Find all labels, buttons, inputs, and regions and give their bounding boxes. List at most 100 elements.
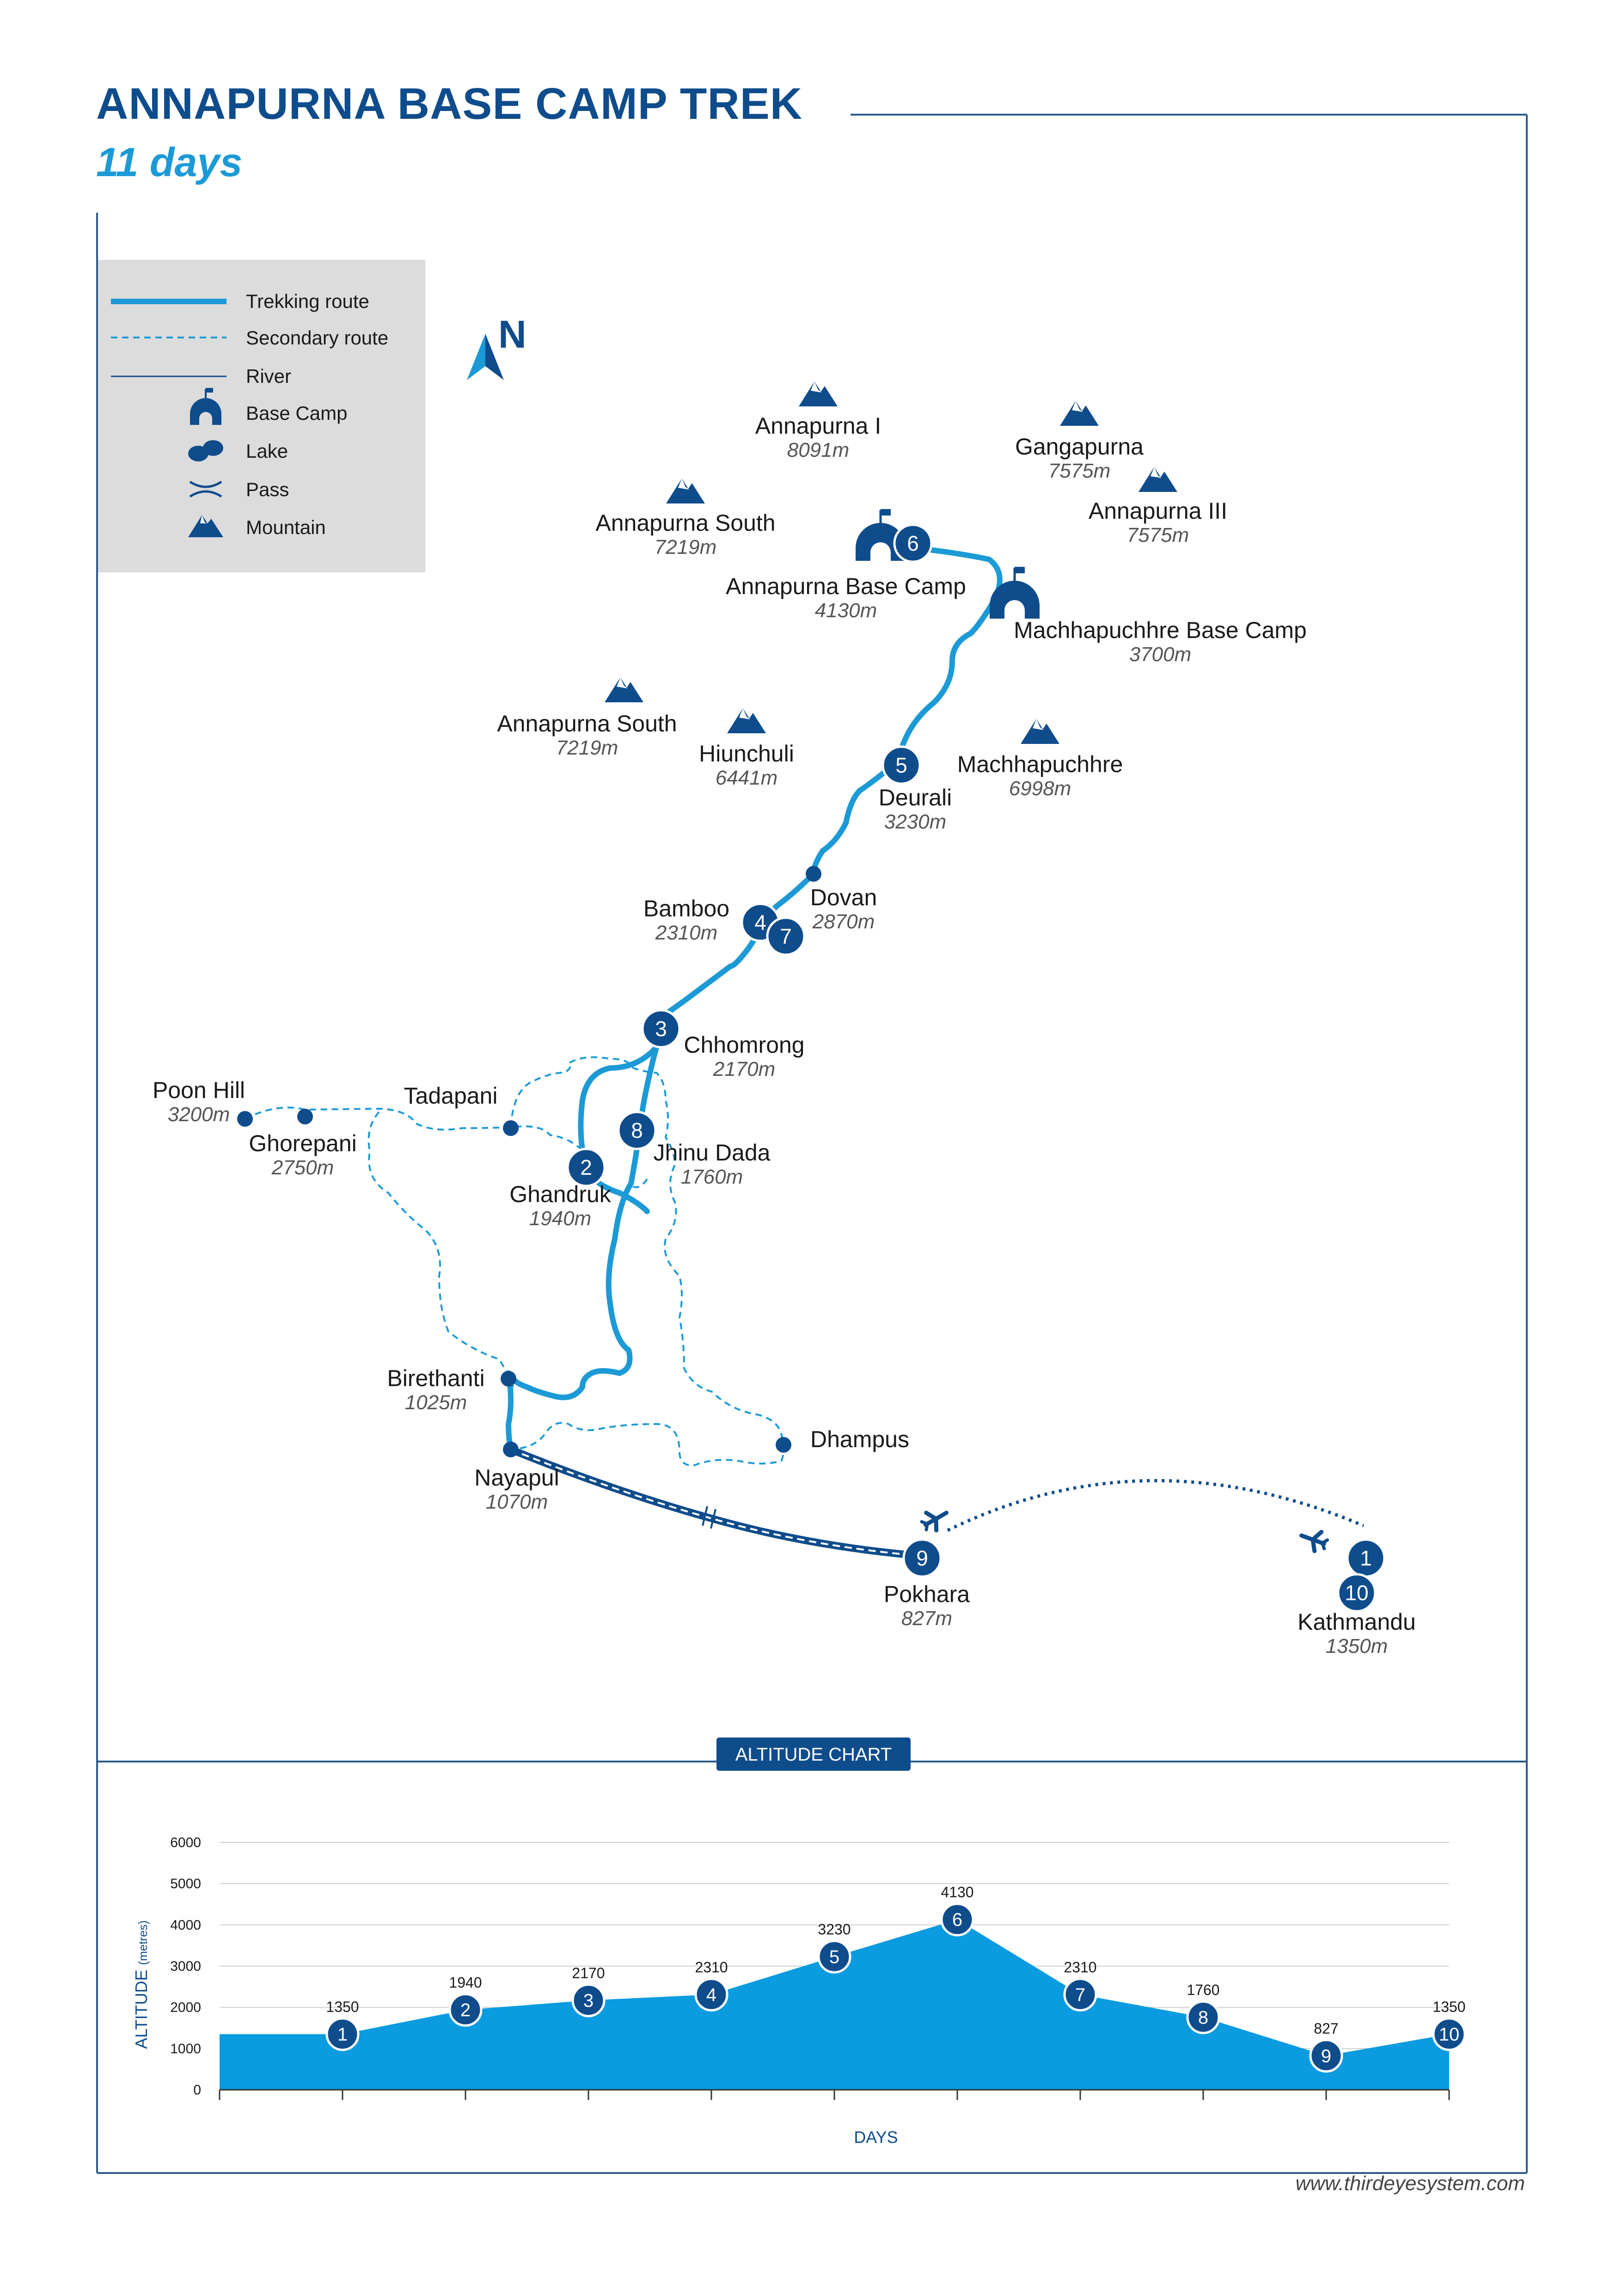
mountain-icon-annapurna-iii [1138,467,1177,492]
place-alt: 2170m [713,1058,776,1080]
chart-value-label: 4130 [941,1884,973,1901]
day-marker-5: 5 [881,745,921,785]
mountain-labels: Annapurna I 8091m Gangapurna 7575m Annap… [497,413,1227,800]
chart-day-marker [448,1993,483,2027]
mountain-name: Hiunchuli [699,741,794,767]
legend-secondary-route: Secondary route [246,327,388,349]
chart-day-number: 3 [583,1991,594,2011]
svg-text:2: 2 [580,1155,592,1179]
mountain-name: Annapurna South [497,711,677,737]
trekking-route [506,545,1003,1452]
mountain-name: Annapurna South [595,510,775,536]
chart-day-number: 1 [337,2025,348,2045]
mountain-alt: 7219m [655,536,717,559]
mountain-alt: 6441m [716,767,778,789]
place-name: Pokhara [884,1581,970,1607]
y-tick-label: 5000 [170,1876,201,1891]
dot-nayapul [503,1442,519,1457]
chart-value-label: 2310 [695,1959,728,1976]
chart-value-label: 1350 [326,1999,359,2015]
plane-icon-pokhara [920,1510,949,1533]
chart-day-number: 9 [1321,2046,1331,2066]
chart-day-marker [325,2017,360,2051]
mountain-icon-machhapuchhre [1021,719,1059,744]
legend-lake: Lake [246,440,288,462]
legend-pass: Pass [246,479,289,500]
chart-day-number: 6 [952,1910,962,1930]
y-tick-label: 0 [193,2082,201,2098]
place-name: Tadapani [404,1083,498,1109]
svg-text:10: 10 [1345,1581,1368,1605]
base-camp-icon-abc [856,509,906,561]
y-tick-label: 2000 [170,2000,201,2015]
chart-value-label: 1350 [1432,1999,1465,2015]
legend-river: River [246,365,291,387]
day-marker-9: 9 [902,1538,942,1578]
day-markers: 6 5 4 7 3 8 2 9 1 10 [566,523,1386,1613]
x-axis-label: DAYS [854,2128,898,2147]
north-arrow-icon: N [467,313,526,380]
place-name: Nayapul [474,1465,559,1491]
svg-text:7: 7 [780,924,792,948]
mountain-icon-annapurna-i [799,381,838,406]
altitude-area [220,1919,1449,2090]
mountain-alt: 8091m [787,439,850,461]
svg-text:4: 4 [754,910,766,934]
mountain-name: Gangapurna [1015,434,1144,460]
day-marker-7: 7 [766,916,806,956]
place-alt: 3700m [1129,643,1192,666]
y-tick-label: 1000 [170,2041,201,2057]
altitude-chart: 0 1000 2000 3000 4000 5000 6000 1 1350 2 1940 3 2170… [132,1835,1466,2147]
chart-value-label: 2170 [572,1965,605,1982]
dot-dhampus [776,1437,791,1453]
day-marker-2: 2 [566,1148,606,1187]
chart-day-marker [1432,2017,1466,2051]
place-alt: 3230m [884,810,947,833]
day-marker-1: 1 [1346,1538,1386,1578]
road [509,1446,920,1559]
dot-birethanti [501,1371,516,1387]
chart-day-number: 2 [460,2000,471,2020]
place-name: Kathmandu [1298,1609,1416,1635]
day-marker-3: 3 [641,1009,681,1049]
place-name: Annapurna Base Camp [726,573,966,599]
mountain-icon-annapurna-south-1 [666,479,705,503]
chart-day-marker [1309,2038,1343,2073]
plane-icon-kathmandu [1299,1529,1329,1553]
mountain-name: Annapurna III [1089,498,1227,524]
chart-value-label: 2310 [1064,1959,1096,1976]
mountain-icon-hiunchuli [727,708,766,733]
place-name: Ghorepani [249,1130,357,1156]
y-axis-label: ALTITUDE (metres) [132,1920,151,2049]
mountain-icons [605,381,1177,744]
chart-value-label: 1760 [1187,1982,1219,1998]
base-camp-icon-mbc [990,567,1040,619]
place-alt: 827m [901,1607,952,1630]
page-title: ANNAPURNA BASE CAMP TREK [96,79,803,129]
altitude-chart-title: ALTITUDE CHART [735,1744,892,1765]
chart-day-number: 10 [1439,2025,1460,2045]
y-tick-label: 4000 [170,1917,201,1933]
place-alt: 2310m [655,921,718,944]
chart-value-label: 1940 [449,1974,482,1991]
place-dots [237,866,821,1457]
base-camp-icon [190,388,221,425]
place-alt: 1350m [1326,1635,1388,1658]
place-alt: 2750m [271,1156,334,1179]
mountain-alt: 7219m [556,737,618,759]
mountain-icon [188,515,223,537]
flight-path [920,1479,1365,1553]
pass-icon [189,480,222,498]
secondary-routes [245,1056,784,1467]
place-alt: 1070m [486,1491,548,1513]
footer-credit: www.thirdeyesystem.com [1295,2172,1525,2195]
place-alt: 3200m [168,1103,230,1126]
chart-day-number: 7 [1075,1985,1085,2005]
chart-day-number: 4 [706,1985,716,2005]
chart-day-marker [571,1983,606,2018]
mountain-icon-annapurna-south-2 [605,677,643,702]
place-alt: 2870m [812,910,875,933]
place-name: Dhampus [810,1426,909,1452]
chart-day-marker [940,1903,974,1937]
svg-text:5: 5 [895,753,907,777]
